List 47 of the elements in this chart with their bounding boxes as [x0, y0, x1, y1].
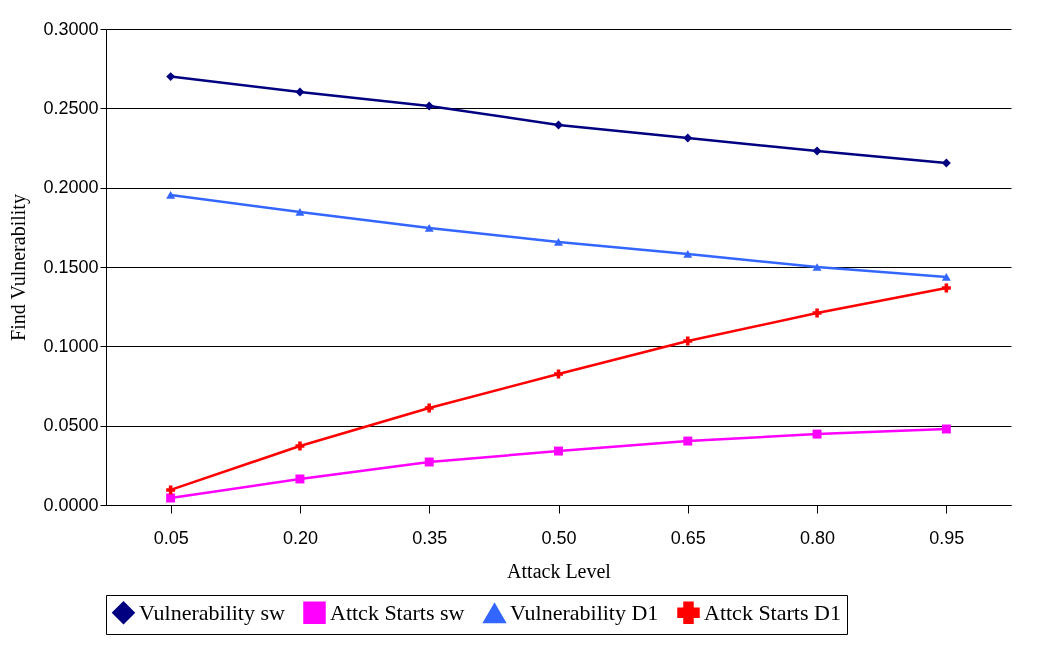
point: [295, 474, 305, 484]
x-tick-label: 0.20: [282, 527, 318, 548]
point: [295, 441, 305, 451]
point: [812, 429, 822, 439]
legend-label: Vulnerability sw: [139, 599, 286, 625]
y-axis-title: Find Vulnerability: [7, 194, 31, 341]
point: [295, 208, 305, 216]
point: [941, 424, 951, 434]
point: [683, 336, 693, 346]
legend-label: Vulnerability D1: [510, 600, 659, 626]
y-tick-label: 0.1000: [43, 335, 99, 356]
point: [812, 146, 822, 156]
point: [554, 446, 563, 456]
y-tick-label: 0.0500: [43, 415, 99, 436]
point: [812, 263, 822, 271]
point: [554, 238, 563, 246]
point: [424, 457, 434, 467]
point: [166, 493, 176, 503]
point: [683, 250, 693, 258]
y-tick-label: 0.2500: [43, 97, 99, 118]
point: [941, 158, 951, 168]
point: [166, 191, 176, 199]
y-tick-label: 0.3000: [43, 18, 99, 39]
legend-label: Attck Starts D1: [704, 599, 841, 625]
point: [941, 273, 951, 281]
x-tick-label: 0.35: [412, 527, 448, 548]
y-tick-label: 0.2000: [43, 177, 99, 198]
point: [424, 403, 434, 413]
y-tick-label: 0.1500: [43, 256, 99, 277]
x-tick-label: 0.05: [153, 527, 189, 548]
point: [424, 101, 434, 111]
y-tick-label: 0.0000: [43, 494, 99, 515]
point: [295, 87, 305, 97]
point: [554, 369, 563, 379]
x-tick-label: 0.80: [800, 527, 836, 548]
legend-label: Attck Starts sw: [330, 599, 465, 625]
x-tick-label: 0.50: [541, 527, 577, 548]
x-tick-label: 0.65: [670, 527, 706, 548]
point: [812, 308, 822, 318]
point: [166, 72, 176, 82]
x-axis-title: Attack Level: [507, 559, 612, 582]
point: [683, 133, 693, 143]
x-tick-label: 0.95: [929, 527, 965, 548]
point: [424, 224, 434, 232]
point: [166, 485, 176, 495]
point: [683, 436, 693, 446]
point: [941, 283, 951, 293]
